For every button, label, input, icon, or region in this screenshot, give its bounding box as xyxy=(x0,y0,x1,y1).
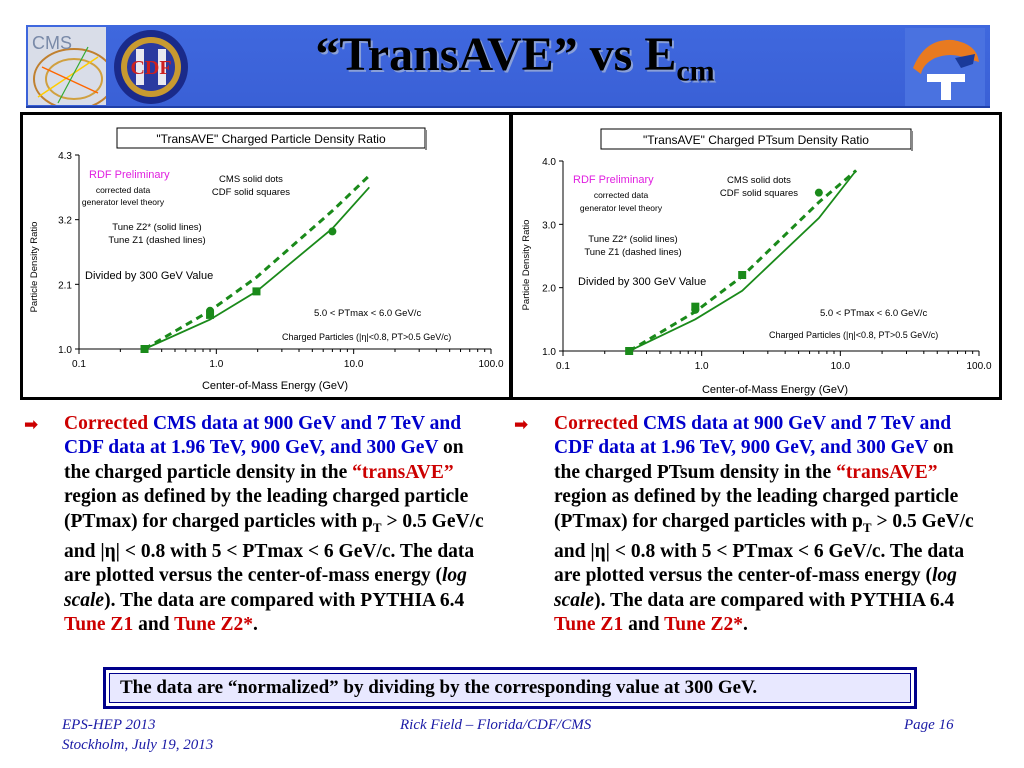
footer-author: Rick Field – Florida/CDF/CMS xyxy=(400,717,592,733)
chart-left-generator: generator level theory xyxy=(82,197,165,207)
chart-left-tune-z1-note: Tune Z1 (dashed lines) xyxy=(108,235,205,246)
chart-right-preliminary: RDF Preliminary xyxy=(573,174,654,186)
cdf-logo: CDF xyxy=(108,27,194,107)
footer-page: Page 16 xyxy=(904,717,954,733)
chart-left-ylabel: Particle Density Ratio xyxy=(29,222,40,313)
chart-right-x-tick-label: 0.1 xyxy=(556,361,570,372)
chart-right-y-tick-label: 3.0 xyxy=(542,220,556,231)
normalization-note: The data are “normalized” by dividing by… xyxy=(109,673,911,703)
slide-title: “TransAVE” vs Ecm xyxy=(315,28,715,88)
chart-left-y-tick-label: 1.0 xyxy=(58,345,72,356)
chart-right-title-shadow xyxy=(911,131,913,151)
bullet-left-text: Corrected CMS data at 900 GeV and 7 TeV … xyxy=(64,413,484,636)
chart-right-xlabel: Center-of-Mass Energy (GeV) xyxy=(702,384,848,396)
chart-left-tune-z1-line xyxy=(143,174,371,351)
chart-right-ptmax-note: 5.0 < PTmax < 6.0 GeV/c xyxy=(820,308,927,319)
chart-right-cdf-point xyxy=(691,302,700,311)
chart-left-corrected: corrected data xyxy=(96,185,151,195)
chart-right-cdf-point xyxy=(625,347,634,355)
chart-left-plot-area: 1.02.13.24.30.1 1.0 10.0 100.0 xyxy=(58,151,504,370)
chart-left-cdf-point xyxy=(140,345,149,353)
chart-panel-left: "TransAVE" Charged Particle Density Rati… xyxy=(20,112,512,400)
chart-left-preliminary: RDF Preliminary xyxy=(89,169,170,181)
chart-left-cdf-note: CDF solid squares xyxy=(212,187,290,198)
chart-right-title: "TransAVE" Charged PTsum Density Ratio xyxy=(643,133,869,147)
chart-right-y-tick-label: 2.0 xyxy=(542,284,556,295)
chart-right-cdf-point xyxy=(738,271,747,279)
bullet-arrow-icon: ➡ xyxy=(24,415,39,435)
bullet-arrow-icon: ➡ xyxy=(514,415,529,435)
chart-left-x-tick-label: 10.0 xyxy=(344,359,364,370)
chart-right-y-tick-label: 1.0 xyxy=(542,347,556,358)
footer-location-date: Stockholm, July 19, 2013 xyxy=(62,737,214,753)
chart-left-x-tick-label: 1.0 xyxy=(209,359,223,370)
chart-left-y-tick-label: 4.3 xyxy=(58,151,72,162)
chart-left-cdf-point xyxy=(206,310,215,319)
chart-right-x-tick-label: 10.0 xyxy=(831,361,851,372)
chart-right-tune-z2-line xyxy=(628,169,857,352)
bullet-left: ➡ Corrected CMS data at 900 GeV and 7 Te… xyxy=(24,412,494,638)
chart-left-charged-note: Charged Particles (|η|<0.8, PT>0.5 GeV/c… xyxy=(282,332,451,342)
chart-right-divided-note: Divided by 300 GeV Value xyxy=(578,276,706,288)
chart-right-ylabel: Particle Density Ratio xyxy=(521,220,532,311)
chart-left-y-tick-label: 3.2 xyxy=(58,216,72,227)
chart-left-cms-note: CMS solid dots xyxy=(219,174,283,185)
chart-right-x-tick-label: 100.0 xyxy=(966,361,991,372)
chart-right-plot-area: 1.02.03.04.00.1 1.0 10.0 100.0 xyxy=(542,157,992,372)
chart-right-corrected: corrected data xyxy=(594,190,649,200)
footer-conference: EPS-HEP 2013 xyxy=(62,717,156,733)
chart-left-x-tick-label: 100.0 xyxy=(478,359,503,370)
chart-right-x-tick-label: 1.0 xyxy=(695,361,709,372)
chart-right-tune-z2-note: Tune Z2* (solid lines) xyxy=(588,234,677,245)
chart-left-y-tick-label: 2.1 xyxy=(58,280,72,291)
normalization-note-box: The data are “normalized” by dividing by… xyxy=(103,667,917,709)
chart-left-ptmax-note: 5.0 < PTmax < 6.0 GeV/c xyxy=(314,308,421,319)
bullet-right-text: Corrected CMS data at 900 GeV and 7 TeV … xyxy=(554,413,974,636)
chart-left-tune-z2-note: Tune Z2* (solid lines) xyxy=(112,222,201,233)
chart-left-divided-note: Divided by 300 GeV Value xyxy=(85,270,213,282)
chart-left-x-tick-label: 0.1 xyxy=(72,359,86,370)
chart-left-title: "TransAVE" Charged Particle Density Rati… xyxy=(156,132,386,146)
chart-right-cdf-note: CDF solid squares xyxy=(720,188,798,199)
chart-right-cms-point xyxy=(814,188,823,197)
chart-right-cms-note: CMS solid dots xyxy=(727,175,791,186)
chart-left-title-shadow xyxy=(425,130,427,150)
chart-left-tune-z2-line xyxy=(144,186,370,350)
chart-left-xlabel: Center-of-Mass Energy (GeV) xyxy=(202,380,348,392)
cms-logo: CMS xyxy=(28,27,115,110)
cdf-logo-text: CDF xyxy=(130,57,171,79)
chart-left: "TransAVE" Charged Particle Density Rati… xyxy=(29,127,504,392)
chart-right-charged-note: Charged Particles (|η|<0.8, PT>0.5 GeV/c… xyxy=(769,330,938,340)
uf-logo xyxy=(905,28,985,106)
header-divider xyxy=(26,106,990,108)
cms-logo-text: CMS xyxy=(32,33,72,53)
chart-left-cms-point xyxy=(328,227,337,236)
chart-panel-right: "TransAVE" Charged PTsum Density Ratio R… xyxy=(510,112,1002,400)
chart-right-tune-z1-note: Tune Z1 (dashed lines) xyxy=(584,247,681,258)
chart-right: "TransAVE" Charged PTsum Density Ratio R… xyxy=(521,128,992,396)
chart-left-cdf-point xyxy=(252,287,261,296)
chart-right-generator: generator level theory xyxy=(580,203,663,213)
bullet-right: ➡ Corrected CMS data at 900 GeV and 7 Te… xyxy=(514,412,984,638)
chart-right-y-tick-label: 4.0 xyxy=(542,157,556,168)
